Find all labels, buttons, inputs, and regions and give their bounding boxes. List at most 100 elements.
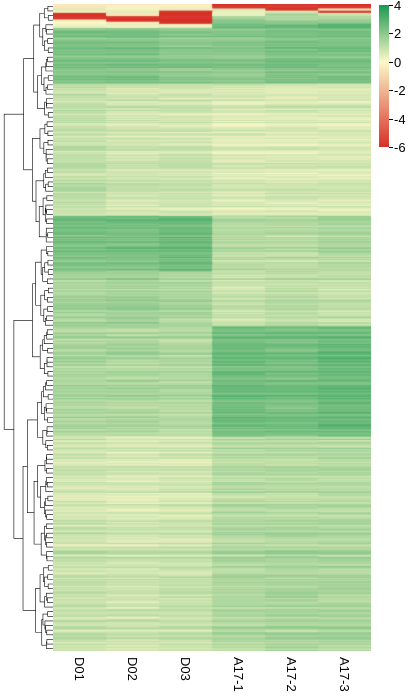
column-label-a17-3: A17-3 <box>336 657 352 692</box>
legend-tick <box>389 118 393 120</box>
dendrogram-branch <box>45 227 53 236</box>
dendrogram-branch <box>47 84 53 90</box>
dendrogram-branch <box>46 121 53 127</box>
legend-label: 4 <box>394 0 402 13</box>
dendrogram-branch <box>47 611 53 617</box>
dendrogram-branch <box>45 24 53 33</box>
dendrogram-branch <box>41 66 46 85</box>
dendrogram-branch <box>46 98 53 106</box>
dendrogram-branch <box>13 319 33 539</box>
dendrogram-branch <box>45 403 53 411</box>
dendrogram-branch <box>45 440 53 448</box>
dendrogram-branch <box>39 344 45 369</box>
dendrogram-branch <box>39 12 45 38</box>
dendrogram-branch <box>43 386 49 398</box>
dendrogram-branch <box>42 339 48 351</box>
dendrogram-branch <box>47 167 53 173</box>
dendrogram-branch <box>44 262 49 273</box>
dendrogram-branch <box>45 509 53 518</box>
dendrogram-branch <box>22 466 36 611</box>
dendrogram-branch <box>42 430 48 445</box>
dendrogram-branch <box>44 498 53 506</box>
column-label-d02: D02 <box>124 657 140 681</box>
dendrogram-branch <box>47 297 53 303</box>
dendrogram-branch <box>43 8 49 19</box>
dendrogram-branch <box>47 417 53 423</box>
dendrogram-branch <box>3 113 24 430</box>
dendrogram-branch <box>46 551 53 559</box>
dendrogram-branch <box>35 261 42 306</box>
dendrogram-branch <box>44 596 53 608</box>
dendrogram-branch <box>45 62 53 72</box>
dendrogram-branch <box>47 597 53 603</box>
legend-label: -6 <box>394 140 406 155</box>
dendrogram-branch <box>47 260 53 266</box>
legend-tick <box>389 61 393 63</box>
dendrogram-branch <box>40 294 45 316</box>
dendrogram-branch <box>41 391 45 414</box>
legend-tick <box>389 5 393 6</box>
legend-label: 0 <box>394 54 402 70</box>
color-legend-bar <box>379 5 389 147</box>
dendrogram-branch <box>37 465 45 498</box>
dendrogram-branch <box>40 486 46 509</box>
dendrogram-branch <box>44 208 47 222</box>
dendrogram-branch <box>43 308 48 323</box>
dendrogram-branch <box>40 249 47 275</box>
dendrogram-branch <box>27 419 38 514</box>
dendrogram-branch <box>46 523 53 529</box>
row-dendrogram <box>3 6 53 649</box>
dendrogram-branch <box>46 158 53 164</box>
dendrogram-branch <box>46 329 53 335</box>
dendrogram-branch <box>35 588 42 633</box>
dendrogram-branch <box>44 576 49 587</box>
dendrogram-branch <box>43 142 48 154</box>
dendrogram-branch <box>46 209 53 215</box>
dendrogram-branch <box>43 335 53 344</box>
dendrogram-branch <box>32 283 41 358</box>
dendrogram-branch <box>46 426 53 435</box>
legend-tick <box>389 90 393 92</box>
legend-label: 2 <box>394 26 402 42</box>
dendrogram-branch <box>47 6 53 12</box>
dendrogram-branch <box>47 38 53 44</box>
dendrogram-branch <box>45 170 53 178</box>
dendrogram-branch <box>33 24 40 93</box>
legend-label: -4 <box>394 111 406 127</box>
heatmap-grid <box>53 4 371 651</box>
dendrogram-branch <box>43 77 49 91</box>
dendrogram-branch <box>47 250 53 257</box>
dendrogram-branch <box>47 565 53 571</box>
dendrogram-branch <box>45 183 53 192</box>
dendrogram-branch <box>45 480 53 492</box>
dendrogram-branch <box>45 86 53 95</box>
dendrogram-branch <box>43 173 46 189</box>
dendrogram-branch <box>46 59 53 67</box>
dendrogram-branch <box>46 246 53 254</box>
dendrogram-branch <box>44 620 53 630</box>
column-label-a17-2: A17-2 <box>283 657 299 692</box>
dendrogram-branch <box>44 363 48 375</box>
dendrogram-branch <box>33 481 42 545</box>
dendrogram-branch <box>46 482 53 488</box>
dendrogram-branch <box>37 402 43 438</box>
dendrogram-branch <box>42 613 48 626</box>
dendrogram-branch <box>47 130 53 137</box>
column-label-d01: D01 <box>71 657 87 681</box>
dendrogram-branch <box>45 149 53 158</box>
dendrogram-branch <box>45 535 47 546</box>
dendrogram-branch <box>42 197 47 216</box>
dendrogram-branch <box>47 495 53 502</box>
column-label-d03: D03 <box>177 657 193 681</box>
dendrogram-branch <box>45 317 53 326</box>
column-label-a17-1: A17-1 <box>230 657 246 692</box>
dendrogram-branch <box>37 75 45 109</box>
dendrogram-branch <box>39 574 45 603</box>
legend-label: -2 <box>394 83 406 99</box>
legend-tick <box>389 33 393 35</box>
dendrogram-branch <box>35 180 44 222</box>
dendrogram-branch <box>47 56 53 63</box>
dendrogram-branch <box>47 181 53 187</box>
dendrogram-branch <box>46 103 53 109</box>
